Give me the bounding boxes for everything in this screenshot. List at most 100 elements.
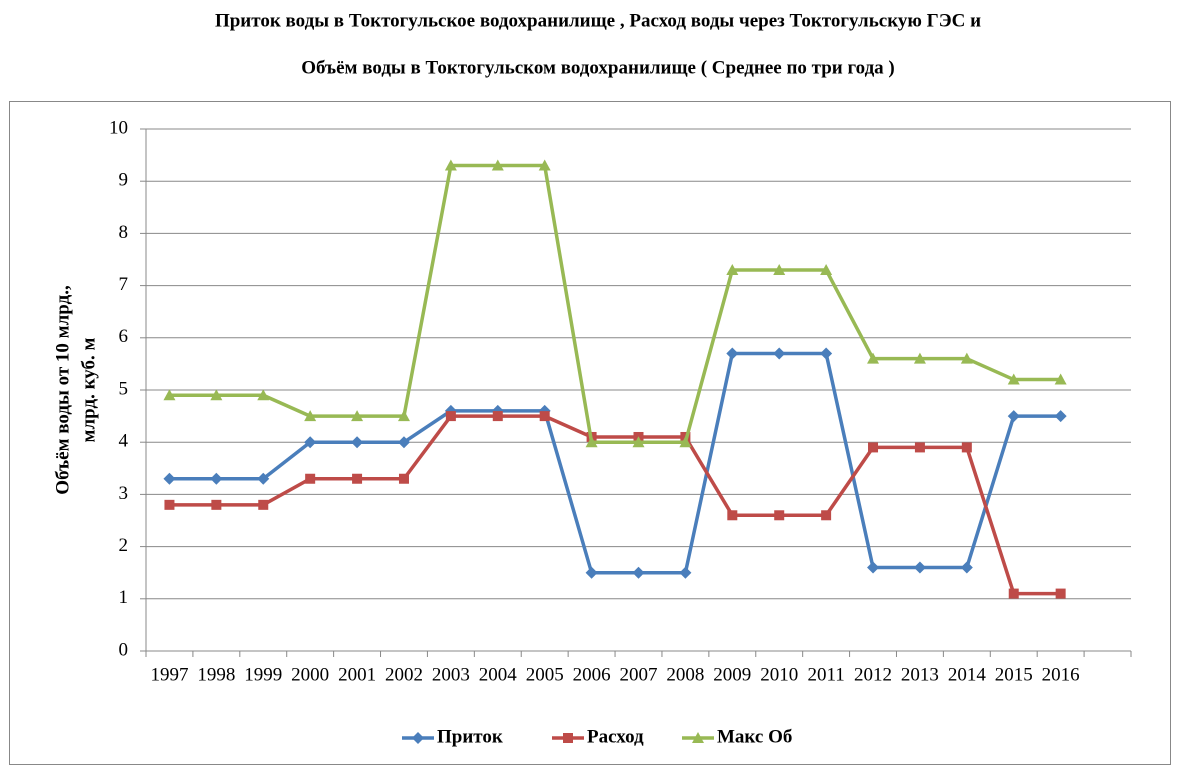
data-point [914, 442, 925, 453]
x-tick-label: 2007 [620, 664, 658, 685]
data-point [1007, 410, 1020, 423]
data-point [679, 566, 692, 579]
chart-title: Приток воды в Токтогульское водохранилищ… [215, 10, 981, 31]
data-point [304, 436, 317, 449]
x-tick-label: 2014 [948, 664, 987, 685]
data-point [444, 159, 457, 171]
data-point [821, 510, 832, 521]
data-point [398, 473, 409, 484]
data-point [351, 436, 364, 449]
x-tick-label: 2006 [573, 664, 611, 685]
data-point [492, 411, 503, 422]
x-tick-label: 2013 [901, 664, 939, 685]
series-line [169, 163, 1061, 444]
data-point [913, 561, 926, 574]
legend-marker [692, 732, 704, 743]
y-tick-label: 7 [119, 274, 129, 295]
data-point [913, 352, 926, 364]
data-point [210, 389, 223, 401]
y-tick-label: 4 [119, 431, 129, 452]
data-point [163, 472, 176, 485]
data-point [164, 499, 175, 510]
data-point [1054, 373, 1067, 385]
data-point [538, 159, 551, 171]
y-tick-label: 5 [119, 378, 129, 399]
y-tick-label: 9 [119, 170, 129, 191]
chart-title: Объём воды в Токтогульском водохранилище… [301, 57, 895, 78]
data-point [1008, 588, 1019, 599]
data-point [679, 436, 692, 448]
x-tick-label: 1999 [244, 664, 282, 685]
data-point [820, 347, 833, 360]
data-point [210, 472, 223, 485]
x-tick-label: 2010 [760, 664, 798, 685]
x-tick-label: 2009 [713, 664, 751, 685]
y-tick-label: 1 [119, 587, 129, 608]
data-point [397, 410, 410, 422]
data-point [960, 352, 973, 364]
data-point [257, 389, 270, 401]
data-point [1007, 373, 1020, 385]
x-tick-label: 2011 [807, 664, 844, 685]
y-tick-label: 2 [119, 535, 129, 556]
chart-frame [9, 101, 1171, 765]
data-point [491, 159, 504, 171]
legend-label: Приток [437, 726, 503, 747]
x-tick-label: 2003 [432, 664, 470, 685]
y-axis-label: млрд. куб. м [78, 337, 99, 442]
x-tick-label: 2008 [666, 664, 704, 685]
data-point [585, 436, 598, 448]
data-point [726, 347, 739, 360]
data-point [211, 499, 222, 510]
data-point [961, 442, 972, 453]
data-point [585, 566, 598, 579]
data-point [774, 510, 785, 521]
data-point [351, 410, 364, 422]
y-tick-label: 8 [119, 222, 129, 243]
data-point [868, 442, 879, 453]
x-tick-label: 2004 [479, 664, 518, 685]
x-tick-label: 2000 [291, 664, 329, 685]
y-tick-label: 6 [119, 326, 129, 347]
data-point [163, 389, 176, 401]
data-point [258, 499, 269, 510]
x-tick-label: 2016 [1042, 664, 1080, 685]
x-tick-label: 1997 [150, 664, 188, 685]
legend-label: Макс Об [717, 726, 792, 747]
x-tick-label: 2005 [526, 664, 564, 685]
series-line [169, 414, 1061, 596]
data-point [305, 473, 316, 484]
y-tick-label: 0 [119, 639, 129, 660]
data-point [820, 263, 833, 275]
data-point [304, 410, 317, 422]
data-point [539, 411, 550, 422]
y-tick-label: 10 [109, 117, 128, 138]
data-point [1055, 588, 1066, 599]
data-point [960, 561, 973, 574]
x-tick-label: 2001 [338, 664, 376, 685]
data-point [727, 510, 738, 521]
data-point [632, 436, 645, 448]
data-point [445, 411, 456, 422]
data-point [632, 566, 645, 579]
legend-label: Расход [587, 726, 644, 747]
data-point [726, 263, 739, 275]
data-point [867, 352, 880, 364]
series-line [169, 351, 1061, 575]
data-point [257, 472, 270, 485]
x-tick-label: 2012 [854, 664, 892, 685]
x-tick-label: 2015 [995, 664, 1033, 685]
data-point [773, 263, 786, 275]
legend-marker [563, 733, 573, 743]
data-point [1054, 410, 1067, 423]
y-axis-label: Объём воды от 10 млрд., [52, 285, 73, 495]
data-point [773, 347, 786, 360]
data-point [867, 561, 880, 574]
x-tick-label: 1998 [197, 664, 235, 685]
data-point [352, 473, 363, 484]
legend-marker [412, 732, 424, 744]
y-tick-label: 3 [119, 483, 129, 504]
data-point [397, 436, 410, 449]
